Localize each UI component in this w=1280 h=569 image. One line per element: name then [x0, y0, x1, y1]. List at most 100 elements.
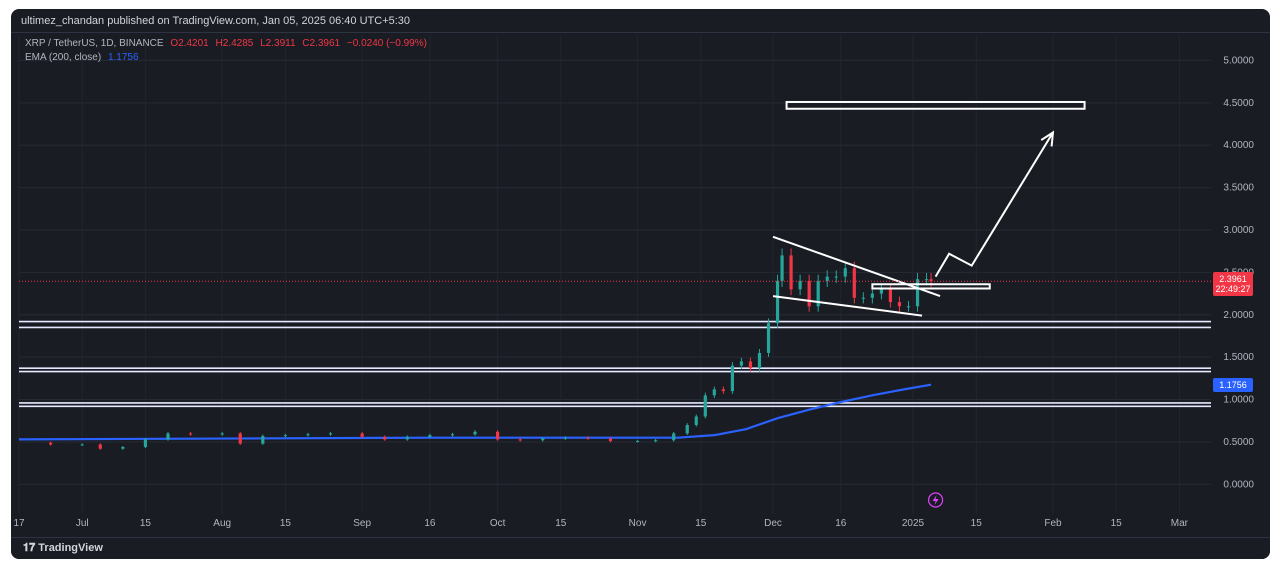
candle-body [897, 302, 902, 307]
x-tick-label: 16 [424, 518, 436, 529]
candle-body [924, 279, 929, 281]
wedge-lower-line [772, 295, 923, 317]
x-tick-label: 15 [695, 518, 707, 529]
x-tick-label: 15 [555, 518, 567, 529]
candle-body [780, 255, 784, 281]
bolt-icon [927, 492, 944, 508]
candle-body [703, 395, 707, 417]
candle-body [852, 268, 856, 298]
y-tick-label: 0.0000 [1223, 479, 1254, 490]
candle-body [888, 289, 893, 303]
candle-body [383, 436, 387, 440]
candle-body [49, 442, 53, 445]
ema-value-tag: 1.1756 [1213, 377, 1253, 392]
candle-body [816, 280, 820, 307]
candle-body [541, 438, 545, 441]
candle-body [915, 279, 920, 307]
x-tick-label: 17 [13, 518, 25, 529]
y-tick-label: 3.0000 [1223, 225, 1254, 236]
y-tick-label: 3.5000 [1223, 183, 1254, 194]
x-tick-label: 2025 [902, 518, 925, 529]
candle-body [748, 361, 753, 369]
wedge-upper-line [772, 235, 941, 298]
chart-legend: XRP / TetherUS, 1D, BINANCE O2.4201 H2.4… [25, 37, 431, 65]
y-tick-label: 4.0000 [1223, 140, 1254, 151]
candle-body [328, 433, 333, 435]
candle-body [496, 431, 500, 440]
x-tick-label: Aug [213, 518, 231, 529]
legend-ema-label: EMA (200, close) [25, 52, 102, 63]
x-axis: 17 Jul 15 Aug 15 Sep 16 Oct 15 Nov 15 Dec 16 2025 15 Fe… [13, 518, 1188, 529]
candle-body [757, 352, 762, 369]
candle-body [929, 279, 933, 282]
y-tick-label: 2.0000 [1223, 310, 1254, 321]
x-tick-label: 15 [280, 518, 292, 529]
support-lines [19, 320, 1211, 408]
candle-body [518, 439, 522, 441]
target-box [785, 100, 1086, 110]
candle-body [685, 424, 689, 434]
candle-body [834, 276, 838, 278]
bottom-bar: 𝟏𝟕 TradingView [11, 537, 1270, 559]
last-price-value: 2.3961 [1219, 274, 1247, 285]
candle-body [405, 436, 409, 440]
candle-body [121, 447, 125, 449]
candle-body [220, 433, 224, 435]
candle-body [283, 435, 287, 437]
price-chart[interactable]: 0.00000.50001.00001.50002.00002.50003.00… [11, 9, 1270, 537]
legend-symbol: XRP / TetherUS, 1D, BINANCE [25, 38, 164, 49]
x-tick-label: Feb [1044, 518, 1062, 529]
legend-change: −0.0240 (−0.99%) [346, 38, 427, 49]
candle-body [428, 435, 432, 437]
candle-body [238, 433, 242, 444]
candle-body [721, 389, 725, 392]
ema-tag-value: 1.1756 [1219, 379, 1247, 390]
candle-body [766, 323, 771, 353]
candle-body [739, 361, 744, 366]
legend-high: H2.4285 [215, 38, 254, 49]
last-price-tag: 2.3961 22:49:27 [1213, 272, 1253, 297]
legend-ema-value: 1.1756 [107, 52, 139, 63]
candle-body [843, 268, 847, 277]
y-tick-label: 4.5000 [1223, 98, 1254, 109]
bolt-icon-glyph [932, 495, 939, 505]
candle-body [870, 293, 874, 298]
projection-path [934, 131, 1054, 278]
candles [49, 248, 933, 450]
x-tick-label: Nov [629, 518, 647, 529]
chart-frame: ultimez_chandan published on TradingView… [11, 9, 1270, 559]
x-tick-label: Oct [490, 518, 506, 529]
annotations [772, 100, 1086, 317]
candle-body [608, 438, 613, 442]
candle-body [861, 297, 865, 299]
candle-body [306, 434, 310, 436]
legend-symbol-row: XRP / TetherUS, 1D, BINANCE O2.4201 H2.4… [25, 37, 431, 51]
chart-grid [18, 35, 1211, 514]
tradingview-logo: 𝟏𝟕 TradingView [23, 542, 103, 555]
x-tick-label: 16 [835, 518, 847, 529]
x-tick-label: Sep [353, 518, 371, 529]
breakout-box [871, 283, 991, 290]
arrow-head [1040, 130, 1055, 147]
y-tick-label: 0.5000 [1223, 437, 1254, 448]
bolt-icon-ring [927, 492, 944, 508]
candle-body [360, 433, 364, 437]
candle-body [473, 431, 477, 435]
publish-line: ultimez_chandan published on TradingView… [21, 15, 411, 27]
candle-body [775, 280, 780, 324]
candle-body [654, 440, 658, 442]
candle-body [672, 433, 676, 441]
candle-body [807, 280, 811, 307]
candle-body [635, 441, 640, 443]
candle-body [166, 433, 170, 440]
legend-ema-row: EMA (200, close) 1.1756 [25, 51, 431, 65]
candle-body [98, 444, 102, 449]
candle-body [712, 389, 716, 396]
candle-body [450, 434, 455, 436]
x-tick-label: Jul [76, 518, 89, 529]
legend-close: C2.3961 [302, 38, 341, 49]
x-tick-label: 15 [971, 518, 983, 529]
x-tick-label: 15 [1111, 518, 1123, 529]
candle-body [730, 365, 734, 392]
y-tick-label: 5.0000 [1223, 55, 1254, 66]
